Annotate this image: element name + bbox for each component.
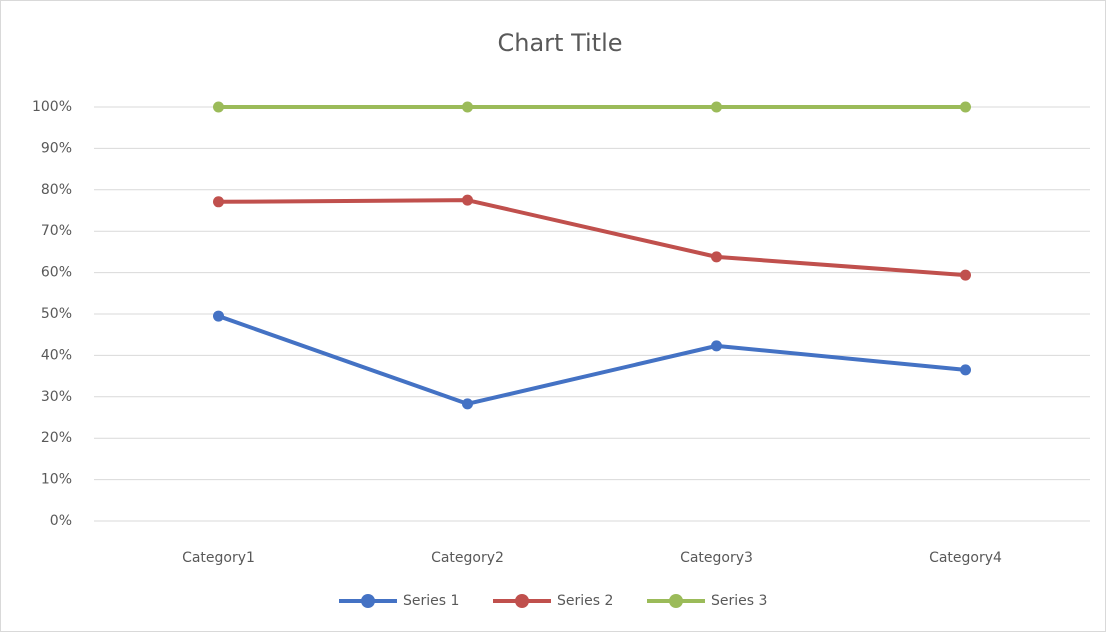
data-point <box>462 101 473 113</box>
legend-label: Series 2 <box>557 593 613 609</box>
data-point <box>711 251 722 263</box>
data-point <box>960 364 971 376</box>
data-point <box>213 310 224 322</box>
legend-marker <box>515 594 529 608</box>
data-point <box>213 101 224 113</box>
y-tick-label: 20% <box>41 430 72 446</box>
legend-label: Series 3 <box>711 593 767 609</box>
data-point <box>960 101 971 113</box>
legend-marker <box>361 594 375 608</box>
data-point <box>462 398 473 410</box>
data-point <box>213 196 224 208</box>
y-tick-label: 0% <box>50 513 72 529</box>
y-tick-label: 100% <box>32 99 72 115</box>
y-tick-label: 90% <box>41 140 72 156</box>
data-point <box>462 194 473 206</box>
chart-title: Chart Title <box>497 29 622 57</box>
y-tick-label: 40% <box>41 347 72 363</box>
series-line <box>217 314 966 406</box>
legend-marker <box>669 594 683 608</box>
series-line <box>218 198 966 278</box>
x-tick-label: Category2 <box>431 550 504 566</box>
data-point <box>711 101 722 113</box>
x-tick-label: Category4 <box>929 550 1002 566</box>
data-point <box>960 269 971 281</box>
legend-label: Series 1 <box>403 593 459 609</box>
y-tick-label: 30% <box>41 389 72 405</box>
data-point <box>711 340 722 352</box>
x-tick-label: Category1 <box>182 550 255 566</box>
y-tick-label: 50% <box>41 306 72 322</box>
y-tick-label: 60% <box>41 265 72 281</box>
y-tick-label: 80% <box>41 182 72 198</box>
x-tick-label: Category3 <box>680 550 753 566</box>
y-tick-label: 10% <box>41 472 72 488</box>
y-tick-label: 70% <box>41 223 72 239</box>
